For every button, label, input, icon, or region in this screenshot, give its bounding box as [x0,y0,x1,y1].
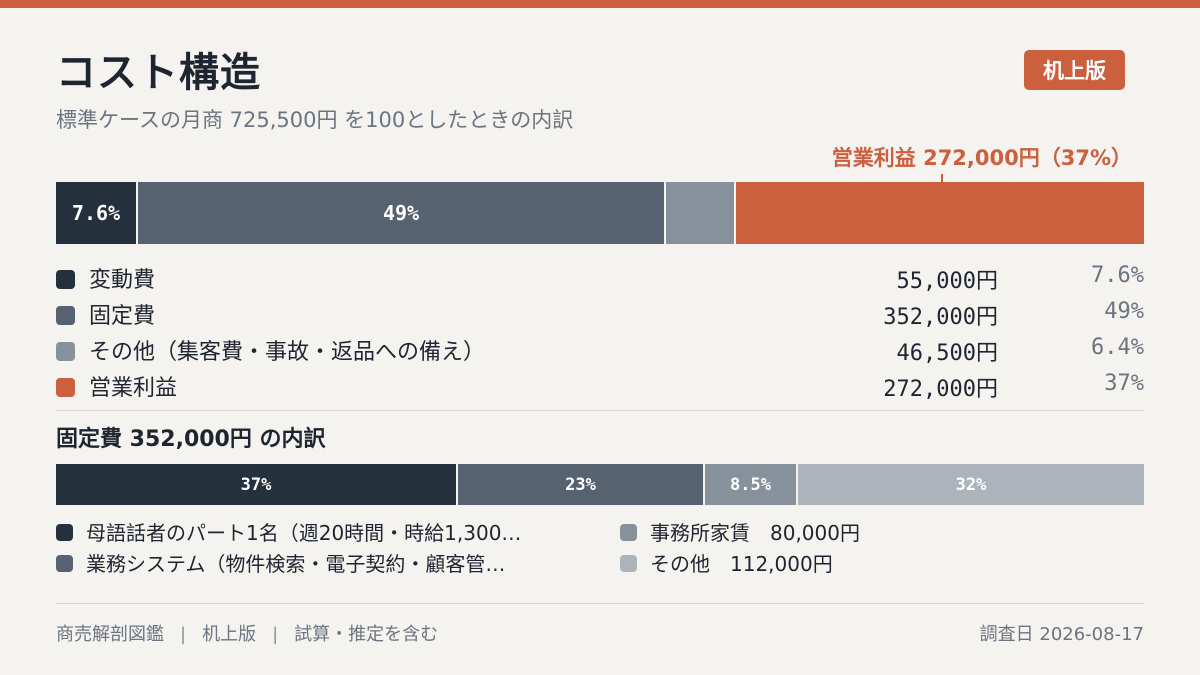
legend-label: 変動費 [89,268,156,293]
legend-amount: 352,000円 [883,305,998,330]
legend-label: 固定費 [89,304,156,329]
fixed-cost-legend-item: 母語話者のパート1名（週20時間・時給1,300… [56,516,596,547]
cost-segment-label: 7.6% [71,201,121,225]
legend-swatch [56,306,75,325]
fixed-cost-legend-label: 母語話者のパート1名（週20時間・時給1,300… [86,521,522,545]
legend-percent: 49% [1104,299,1144,324]
legend-percent: 7.6% [1091,263,1144,288]
cost-segment: 7.6% [56,182,138,244]
page-title: コスト構造 [56,50,261,96]
legend-label: その他（集客費・事故・返品への備え） [89,340,486,365]
legend-percent: 37% [1104,371,1144,396]
fixed-cost-legend-swatch [620,555,637,572]
footer-separator: | [272,624,279,645]
fixed-cost-segment-label: 32% [955,474,987,495]
cost-segment: 49% [138,182,666,244]
legend-swatch [56,270,75,289]
cost-segment [736,182,1144,244]
legend-row: 変動費 55,000円 7.6% [56,260,1144,296]
fixed-cost-legend-label: その他 112,000円 [650,552,833,576]
edition-badge: 机上版 [1024,50,1125,90]
profit-callout-tick [941,174,943,183]
fixed-cost-legend-swatch [56,524,73,541]
legend-swatch [56,378,75,397]
footer-note: 試算・推定を含む [294,624,439,645]
legend-row: その他（集客費・事故・返品への備え） 46,500円 6.4% [56,332,1144,368]
fixed-cost-legend-label: 業務システム（物件検索・電子契約・顧客管… [86,552,506,576]
cost-segment-label: 49% [382,201,420,225]
page-subtitle: 標準ケースの月商 725,500円 を100としたときの内訳 [56,108,574,132]
fixed-cost-segment-label: 23% [565,474,596,495]
fixed-cost-segment: 8.5% [705,464,798,505]
fixed-cost-legend-left: 母語話者のパート1名（週20時間・時給1,300… 業務システム（物件検索・電子契… [56,516,596,578]
fixed-cost-segment-label: 8.5% [730,474,771,495]
footer-credits: 商売解剖図鑑 | 机上版 | 試算・推定を含む [56,620,438,646]
fixed-cost-legend-label: 事務所家賃 80,000円 [650,521,860,545]
fixed-cost-breakdown-bar: 37% 23% 8.5% 32% [56,464,1144,505]
footer-divider [56,603,1144,604]
legend-label: 営業利益 [89,376,178,401]
top-accent-bar [0,0,1200,8]
footer-date: 調査日 2026-08-17 [979,624,1144,645]
cost-structure-bar: 7.6% 49% [56,182,1144,244]
profit-callout: 営業利益 272,000円（37%） [831,146,1132,170]
section-divider [56,410,1144,411]
legend-row: 固定費 352,000円 49% [56,296,1144,332]
fixed-cost-heading: 固定費 352,000円 の内訳 [56,427,326,452]
fixed-cost-legend-right: 事務所家賃 80,000円 その他 112,000円 [620,516,1160,578]
fixed-cost-segment-label: 37% [240,474,272,495]
fixed-cost-segment: 37% [56,464,458,505]
legend-swatch [56,342,75,361]
fixed-cost-segment: 23% [458,464,705,505]
legend-amount: 272,000円 [883,377,998,402]
fixed-cost-legend-item: 事務所家賃 80,000円 [620,516,1160,547]
footer-source: 商売解剖図鑑 [56,624,164,645]
cost-segment [666,182,736,244]
fixed-cost-legend-item: 業務システム（物件検索・電子契約・顧客管… [56,547,596,578]
fixed-cost-legend-swatch [56,555,73,572]
legend-amount: 46,500円 [896,341,998,366]
fixed-cost-segment: 32% [798,464,1144,505]
fixed-cost-legend-item: その他 112,000円 [620,547,1160,578]
fixed-cost-legend-swatch [620,524,637,541]
footer-separator: | [180,624,187,645]
legend-row: 営業利益 272,000円 37% [56,368,1144,404]
cost-structure-legend: 変動費 55,000円 7.6% 固定費 352,000円 49% その他（集客費・事故・返… [56,260,1144,404]
legend-percent: 6.4% [1091,335,1144,360]
legend-amount: 55,000円 [896,269,998,294]
footer-edition: 机上版 [202,624,257,645]
